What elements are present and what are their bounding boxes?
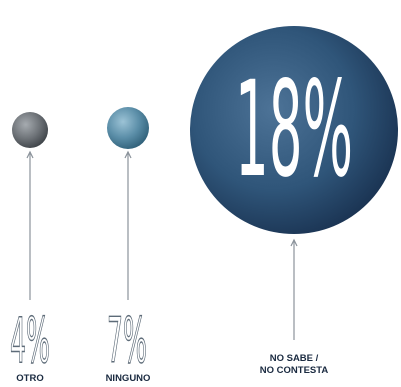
bubbles-layer	[12, 26, 398, 234]
connectors-layer	[26, 150, 298, 340]
value-no-sabe-no-contesta: 18%	[235, 53, 353, 207]
label-no-sabe-no-contesta-line-1: NO SABE /	[270, 353, 319, 364]
value-ninguno: 7%	[107, 304, 147, 377]
label-no-sabe-no-contesta-line-2: NO CONTESTA	[260, 365, 329, 376]
bubble-otro	[12, 112, 48, 148]
connector-arrow-ninguno	[124, 150, 132, 159]
connector-arrow-no-sabe-no-contesta	[290, 238, 298, 247]
labels-layer: OTRO NINGUNO NO SABE /NO CONTESTA	[16, 353, 328, 384]
bubble-ninguno	[107, 107, 149, 149]
connector-arrow-otro	[26, 150, 34, 159]
label-ninguno: NINGUNO	[106, 373, 151, 384]
value-otro: 4%	[10, 304, 50, 377]
values-layer: 4% 7% 18%	[9, 53, 353, 378]
bubble-no-sabe-no-contesta	[190, 26, 398, 234]
label-otro: OTRO	[16, 373, 43, 384]
